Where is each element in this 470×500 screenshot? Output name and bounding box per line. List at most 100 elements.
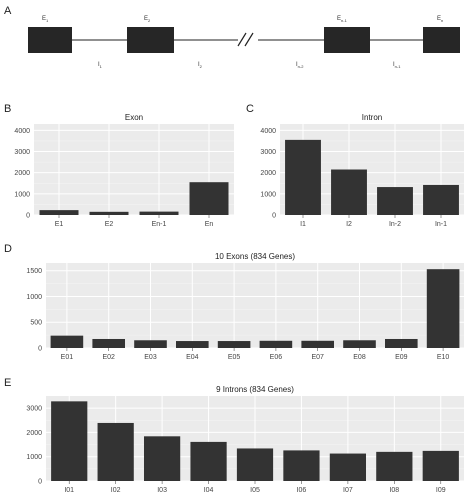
- chart-d-x-tick-label: E07: [311, 354, 324, 361]
- chart-e-bar-i07: [329, 453, 367, 481]
- exon-label-2: E2: [144, 16, 151, 23]
- chart-e-y-tick-label: 0: [38, 479, 42, 486]
- chart-e-y-tick-label: 2000: [26, 430, 42, 437]
- exon-label-n-1: En-1: [337, 16, 348, 23]
- chart-c-bar-i1: [285, 139, 321, 215]
- chart-d-bar-e04: [175, 341, 209, 348]
- chart-e-x-tick-label: I06: [297, 487, 307, 494]
- chart-d-plot-area: [46, 263, 464, 348]
- chart-b-title: Exon: [125, 113, 143, 122]
- chart-b-y-tick-label: 0: [26, 213, 30, 220]
- chart-e-bar-i05: [236, 448, 274, 481]
- chart-b-y-tick-label: 4000: [14, 128, 30, 135]
- chart-e-bar-i03: [143, 436, 181, 481]
- chart-d-x-tick-label: E06: [270, 354, 283, 361]
- chart-c-bar-i2: [331, 169, 367, 215]
- chart-c-y-tick-label: 4000: [260, 128, 276, 135]
- chart-e-bar-i09: [422, 450, 459, 481]
- chart-c-title: Intron: [362, 113, 382, 122]
- exon-box-n: [423, 27, 460, 53]
- chart-b-y-tick-label: 2000: [14, 170, 30, 177]
- chart-c-x-tick-label: In-1: [435, 221, 447, 228]
- chart-c-x-tick-label: I2: [346, 221, 352, 228]
- chart-e-x-tick-label: I08: [389, 487, 399, 494]
- chart-b-y-tick-label: 1000: [14, 191, 30, 198]
- chart-d-y-tick-label: 0: [38, 346, 42, 353]
- chart-e-title: 9 Introns (834 Genes): [216, 385, 294, 394]
- chart-e-x-tick-label: I01: [64, 487, 74, 494]
- chart-d-title: 10 Exons (834 Genes): [215, 252, 295, 261]
- exon-box-n-1: [324, 27, 370, 53]
- chart-d-x-tick-label: E09: [395, 354, 408, 361]
- chart-e-y-tick-label: 3000: [26, 406, 42, 413]
- panel-letter-d: D: [4, 243, 12, 255]
- chart-d-x-tick-label: E10: [437, 354, 450, 361]
- chart-d-x-tick-label: E03: [144, 354, 157, 361]
- chart-b-x-tick-label: En-1: [152, 221, 167, 228]
- chart-e-x-tick-label: I09: [436, 487, 446, 494]
- chart-d-bar-e10: [426, 269, 460, 348]
- chart-e-x-tick-label: I07: [343, 487, 353, 494]
- chart-b-bar-en: [189, 182, 229, 215]
- chart-d-bar-e08: [343, 340, 376, 348]
- chart-c-y-tick-label: 3000: [260, 149, 276, 156]
- chart-e-bar-i06: [283, 450, 320, 481]
- chart-e-y-tick-label: 1000: [26, 454, 42, 461]
- panel-letter-b: B: [4, 103, 11, 115]
- intron-label-1: I1: [98, 62, 103, 69]
- break-mark-right: [244, 32, 254, 47]
- chart-c-bar-in-1: [423, 184, 459, 215]
- chart-c-y-tick-label: 0: [272, 213, 276, 220]
- chart-d: 0 500 1000 1500 E01 E02 E03 E04 E05 E06 E07 E08 E09 E…: [26, 252, 464, 361]
- chart-e: 0 1000 2000 3000 I01 I02 I03 I04 I05 I06 I07 I08 I09…: [26, 385, 464, 494]
- chart-d-x-tick-label: E05: [228, 354, 241, 361]
- chart-c-x-tick-label: I1: [300, 221, 306, 228]
- chart-c-y-tick-label: 1000: [260, 191, 276, 198]
- intron-label-n-1: In-1: [393, 62, 401, 69]
- panel-a: A E1 E2 En-1 En I1 I2 In-2 In-1: [4, 5, 460, 69]
- chart-d-x-tick-label: E02: [102, 354, 115, 361]
- chart-d-x-tick-label: E01: [61, 354, 74, 361]
- chart-e-bar-i01: [51, 401, 88, 481]
- exon-label-n: En: [437, 16, 443, 23]
- chart-b-x-tick-label: E2: [105, 221, 114, 228]
- chart-d-y-tick-label: 1000: [26, 294, 42, 301]
- exon-box-1: [28, 27, 72, 53]
- chart-d-bar-e07: [301, 340, 335, 348]
- chart-c-bar-in-2: [377, 187, 413, 215]
- chart-b-x-tick-label: En: [205, 221, 214, 228]
- chart-d-bar-e02: [92, 338, 126, 348]
- chart-c-y-tick-label: 2000: [260, 170, 276, 177]
- chart-e-bar-i02: [97, 422, 134, 481]
- exon-label-1: E1: [42, 16, 49, 23]
- chart-b-y-tick-label: 3000: [14, 149, 30, 156]
- chart-e-x-tick-label: I03: [157, 487, 167, 494]
- chart-d-bar-e05: [217, 341, 251, 348]
- chart-d-x-tick-label: E04: [186, 354, 199, 361]
- chart-d-bar-e06: [259, 340, 293, 348]
- exon-box-2: [127, 27, 174, 53]
- chart-e-x-tick-label: I04: [204, 487, 214, 494]
- chart-b-bar-en-1: [139, 211, 179, 215]
- intron-label-n-2: In-2: [296, 62, 304, 69]
- break-mark-left: [237, 32, 247, 47]
- chart-e-bar-i08: [376, 451, 413, 481]
- chart-d-x-tick-label: E08: [353, 354, 366, 361]
- intron-label-2: I2: [198, 62, 203, 69]
- chart-d-y-tick-label: 500: [30, 320, 42, 327]
- chart-b-bar-e1: [39, 210, 79, 215]
- chart-d-y-tick-label: 1500: [26, 268, 42, 275]
- chart-d-bar-e03: [134, 340, 167, 348]
- chart-c-x-tick-label: In-2: [389, 221, 401, 228]
- panel-letter-a: A: [4, 5, 12, 17]
- chart-e-x-tick-label: I02: [111, 487, 121, 494]
- chart-e-bar-i04: [190, 441, 227, 481]
- chart-b: 0 1000 2000 3000 4000 E1 E2 En-1 En Exon: [14, 113, 234, 228]
- chart-e-x-tick-label: I05: [250, 487, 260, 494]
- chart-b-x-tick-label: E1: [55, 221, 64, 228]
- chart-d-bar-e09: [384, 338, 418, 348]
- chart-c: 0 1000 2000 3000 4000 I1 I2 In-2 In-1 Intron: [260, 113, 464, 228]
- chart-b-bar-e2: [89, 211, 129, 215]
- panel-letter-e: E: [4, 377, 11, 389]
